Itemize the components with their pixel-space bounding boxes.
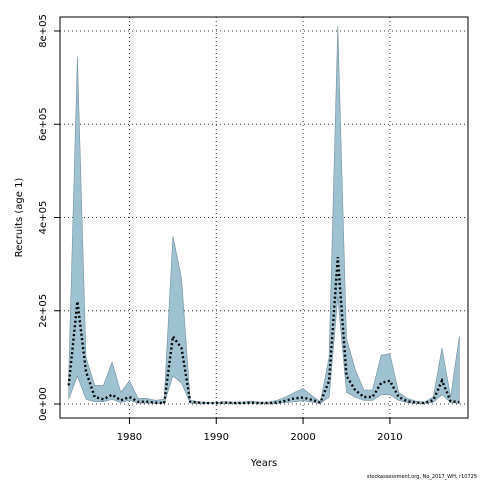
x-axis-title: Years — [250, 458, 277, 469]
y-tick-label: 2e+05 — [38, 294, 49, 328]
y-tick-label: 8e+05 — [38, 14, 49, 48]
confidence-band-area — [68, 26, 460, 404]
x-tick-label: 2010 — [377, 432, 402, 443]
footnote: stockassessment.org, No_2017_WH, r10725 — [367, 474, 477, 480]
y-axis-title: Recruits (age 1) — [14, 178, 25, 258]
y-tick-label: 4e+05 — [38, 201, 49, 235]
y-tick-label: 6e+05 — [38, 107, 49, 141]
x-tick-label: 1980 — [117, 432, 142, 443]
x-axis: 1980 1990 2000 2010 — [117, 418, 403, 443]
x-tick-label: 2000 — [290, 432, 315, 443]
median-line — [67, 257, 460, 405]
y-axis: 0e+00 2e+05 4e+05 6e+05 8e+05 — [38, 14, 60, 421]
y-tick-label: 0e+00 — [38, 387, 49, 421]
grid-lines — [60, 17, 468, 418]
confidence-band — [68, 26, 460, 404]
x-tick-label: 1990 — [204, 432, 229, 443]
median-series — [67, 257, 460, 405]
